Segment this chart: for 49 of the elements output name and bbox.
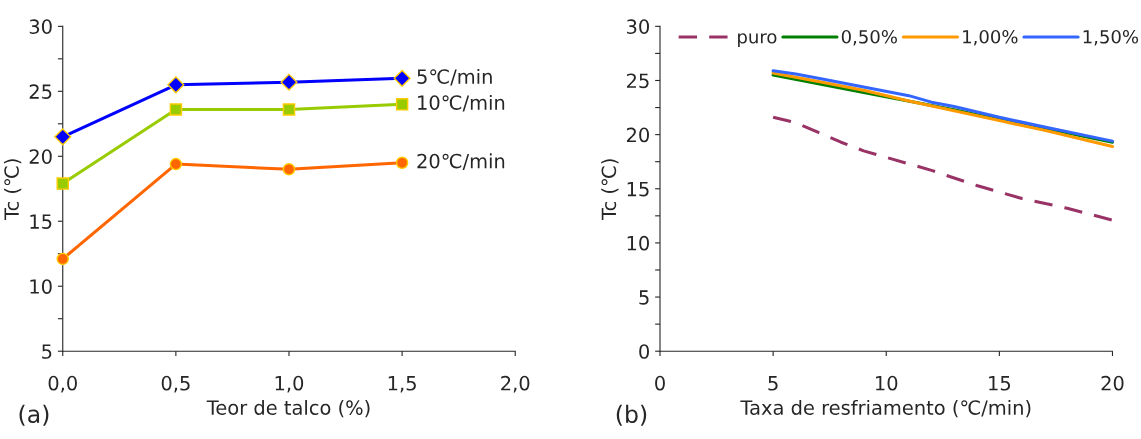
- x-tick-label: 1,0: [275, 375, 304, 393]
- x-axis-title: Taxa de resfriamento (℃/min): [740, 399, 1031, 418]
- point: [54, 128, 72, 146]
- y-tick-label: 10: [627, 235, 649, 251]
- series-label: 5℃/min: [417, 68, 492, 86]
- point: [169, 157, 183, 171]
- series-label: 10℃/min: [418, 94, 505, 112]
- line-series: [771, 115, 1114, 222]
- point: [393, 69, 411, 87]
- y-tick-label: 5: [42, 344, 52, 359]
- y-tick-label: 5: [639, 290, 649, 305]
- y-tick-label: 20: [29, 149, 52, 164]
- point: [56, 252, 70, 266]
- y-tick-label: 0: [639, 344, 649, 359]
- x-tick-label: 2,0: [501, 375, 530, 393]
- y-axis-title: Tc (℃): [601, 159, 619, 221]
- y-tick-label: 25: [626, 73, 649, 89]
- point: [282, 103, 296, 116]
- y-axis-title: Tc (℃): [3, 159, 22, 221]
- point: [280, 73, 298, 91]
- x-tick-label: 0,0: [48, 375, 77, 393]
- x-tick-label: 20: [1101, 375, 1124, 391]
- x-tick-label: 0: [655, 375, 665, 391]
- text: (b): [616, 404, 647, 426]
- y-tick-label: 30: [627, 19, 649, 34]
- y-tick-label: 10: [30, 279, 52, 294]
- x-tick-label: 10: [876, 375, 898, 391]
- y-tick-label: 25: [29, 84, 52, 99]
- y-tick-label: 15: [30, 214, 52, 229]
- legend-label: 0,50%: [841, 29, 897, 46]
- y-tick-label: 20: [626, 127, 649, 143]
- point: [282, 163, 296, 176]
- series-label: 20℃/min: [417, 153, 505, 170]
- x-tick-label: 15: [989, 376, 1011, 391]
- point: [56, 177, 70, 190]
- legend-label: 1,50%: [1083, 29, 1139, 46]
- x-tick-label: 5: [768, 376, 778, 391]
- x-tick-label: 1,5: [388, 376, 416, 393]
- x-tick-label: 0,5: [161, 375, 190, 393]
- y-tick-label: 15: [627, 181, 649, 197]
- point: [167, 76, 185, 94]
- point: [169, 103, 183, 116]
- y-tick-label: 30: [29, 19, 52, 34]
- legend-label: 1,00%: [963, 29, 1018, 46]
- point: [395, 98, 409, 111]
- x-axis-title: Teor de talco (%): [206, 399, 370, 418]
- text: (a): [19, 404, 49, 426]
- legend-label: puro: [738, 33, 777, 48]
- point: [395, 156, 409, 170]
